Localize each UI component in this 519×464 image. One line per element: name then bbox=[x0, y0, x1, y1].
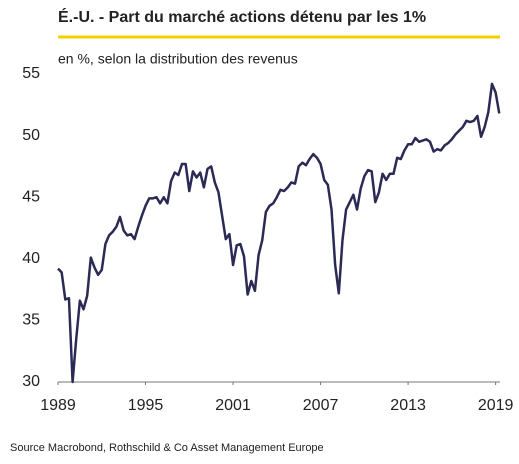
chart-title: É.-U. - Part du marché actions détenu pa… bbox=[58, 7, 426, 26]
x-tick-label: 2007 bbox=[303, 397, 339, 414]
y-tick-label: 45 bbox=[22, 188, 40, 205]
x-tick-label: 2013 bbox=[390, 397, 426, 414]
y-tick-label: 35 bbox=[22, 312, 40, 329]
y-tick-label: 50 bbox=[22, 127, 40, 144]
data-line bbox=[57, 82, 501, 384]
x-tick-label: 2019 bbox=[478, 397, 514, 414]
x-tick-label: 1995 bbox=[128, 397, 164, 414]
chart-subtitle: en %, selon la distribution des revenus bbox=[58, 51, 298, 67]
y-tick-label: 40 bbox=[22, 250, 40, 267]
source-note: Source Macrobond, Rothschild & Co Asset … bbox=[10, 442, 324, 454]
y-tick-label: 30 bbox=[22, 373, 40, 390]
x-tick-label: 1989 bbox=[40, 397, 76, 414]
y-tick-label: 55 bbox=[22, 65, 40, 82]
x-tick-label: 2001 bbox=[215, 397, 251, 414]
